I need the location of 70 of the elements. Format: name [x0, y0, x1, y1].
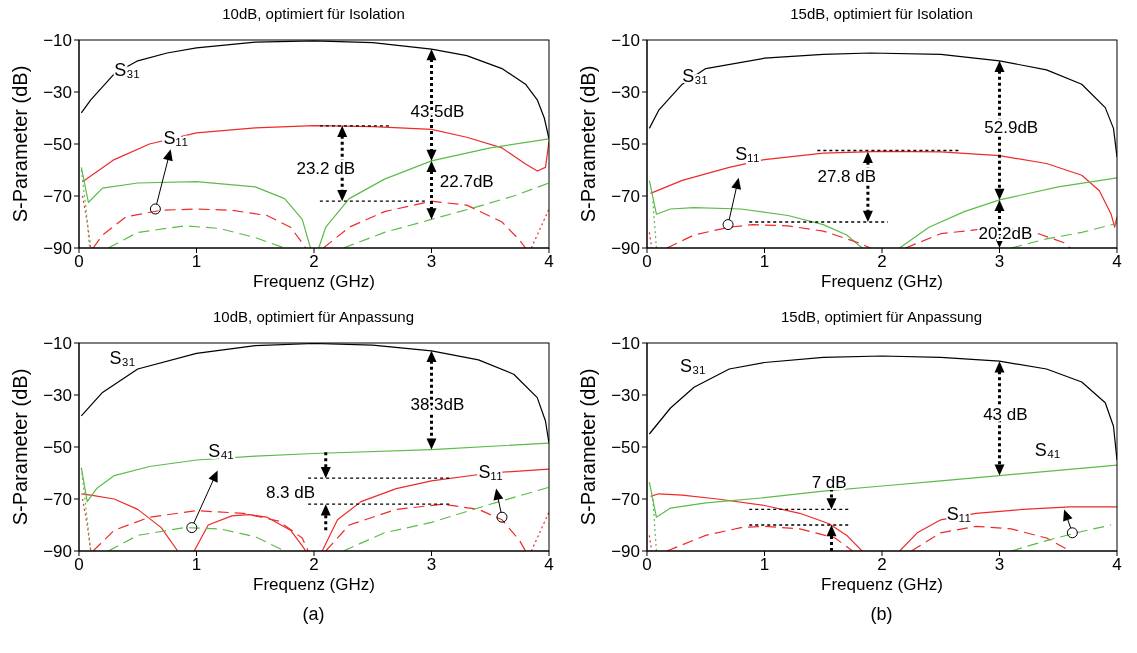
chart-title: 15dB, optimiert für Isolation: [789, 4, 974, 24]
x-axis-title: Frequenz (GHz): [821, 272, 943, 291]
series-label: S₁₁: [735, 143, 760, 164]
x-tick-label: 4: [544, 555, 554, 575]
text: (a): [301, 604, 326, 625]
x-tick-label: 2: [309, 555, 319, 575]
series-label: S₄₁: [208, 441, 234, 462]
y-tick-label: −90: [611, 239, 640, 259]
x-tick-label: 2: [309, 252, 319, 272]
x-tick-label: 2: [877, 252, 887, 272]
y-tick-label: −10: [43, 31, 72, 51]
y-tick-label: −90: [611, 542, 640, 562]
y-tick-label: −30: [43, 386, 72, 406]
annotation: 43 dB: [983, 405, 1028, 425]
y-tick-label: −30: [611, 83, 640, 103]
y-tick-label: −10: [611, 31, 640, 51]
y-tick-label: −90: [43, 239, 72, 259]
chart-title: 10dB, optimiert für Isolation: [221, 4, 406, 24]
chart-title: 10dB, optimiert für Anpassung: [212, 307, 415, 327]
y-tick-label: −30: [611, 386, 640, 406]
x-tick-label: 3: [426, 252, 437, 272]
annotation: 27.8 dB: [817, 167, 877, 187]
x-axis-title: Frequenz (GHz): [821, 575, 943, 594]
y-tick-label: −10: [611, 334, 640, 354]
x-tick-label: 0: [642, 252, 652, 272]
y-tick-label: −90: [43, 542, 72, 562]
series-label: S₃₁: [679, 355, 706, 376]
x-tick-label: 0: [642, 555, 652, 575]
x-tick-label: 1: [191, 555, 202, 575]
x-tick-label: 3: [426, 555, 437, 575]
chart-title: 15dB, optimiert für Anpassung: [780, 307, 983, 327]
text: (b): [869, 604, 894, 625]
series-label: S₃₁: [109, 347, 135, 368]
y-tick-label: −70: [43, 490, 72, 510]
y-axis-title: S-Parameter (dB): [577, 368, 600, 526]
y-tick-label: −50: [43, 135, 72, 155]
y-tick-label: −70: [611, 490, 640, 510]
x-tick-label: 4: [544, 252, 554, 272]
x-tick-label: 0: [74, 252, 84, 272]
series-label: S₃₁: [114, 60, 140, 81]
x-tick-label: 1: [759, 555, 770, 575]
y-tick-label: −30: [43, 83, 72, 103]
x-tick-label: 0: [74, 555, 84, 575]
x-axis-title: Frequenz (GHz): [253, 575, 375, 594]
y-tick-label: −50: [43, 438, 72, 458]
y-tick-label: −10: [43, 334, 72, 354]
x-tick-label: 2: [877, 555, 887, 575]
x-axis-title: Frequenz (GHz): [253, 272, 375, 291]
series-label: S₄₁: [1034, 440, 1061, 461]
y-axis-title: S-Parameter (dB): [9, 368, 32, 526]
y-tick-label: −50: [611, 438, 640, 458]
annotation: 20.2dB: [978, 224, 1033, 244]
annotation: 43.5dB: [410, 102, 465, 122]
annotation: 22.7dB: [439, 172, 494, 192]
x-tick-label: 1: [191, 252, 202, 272]
x-tick-label: 3: [994, 252, 1005, 272]
annotation: 52.9dB: [984, 117, 1039, 137]
x-tick-label: 4: [1112, 555, 1122, 575]
annotation: 23.2 dB: [296, 159, 356, 179]
y-axis-title: S-Parameter (dB): [9, 65, 32, 223]
y-axis-title: S-Parameter (dB): [577, 65, 600, 223]
y-tick-label: −50: [611, 135, 640, 155]
x-tick-label: 1: [759, 252, 770, 272]
annotation: 38.3dB: [410, 394, 465, 414]
y-tick-label: −70: [43, 187, 72, 207]
annotation: 8.3 dB: [265, 483, 316, 503]
annotation: 7 dB: [811, 472, 847, 492]
x-tick-label: 3: [994, 555, 1005, 575]
x-tick-label: 4: [1112, 252, 1122, 272]
y-tick-label: −70: [611, 187, 640, 207]
